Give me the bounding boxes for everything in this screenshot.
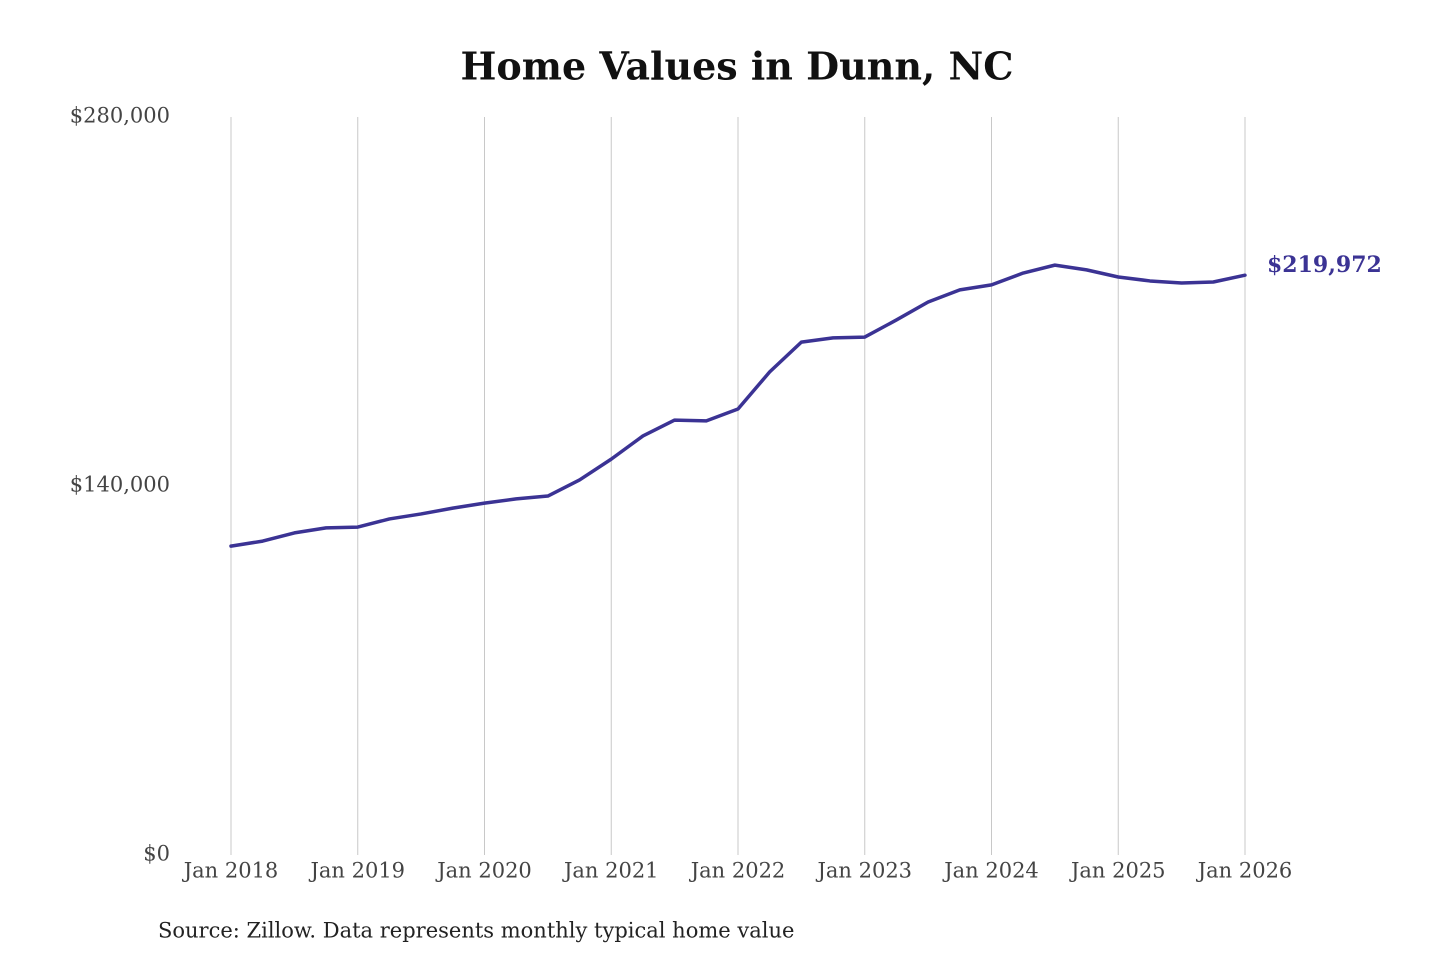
source-note: Source: Zillow. Data represents monthly … [158, 919, 794, 943]
x-tick-label: Jan 2021 [562, 859, 659, 883]
end-value-label: $219,972 [1267, 252, 1382, 278]
chart-title: Home Values in Dunn, NC [461, 44, 1014, 89]
line [229, 263, 1247, 548]
y-tick-label: $280,000 [70, 104, 170, 128]
x-tick-label: Jan 2018 [182, 859, 279, 883]
x-tick-label: Jan 2023 [815, 859, 912, 883]
y-tick-label: $140,000 [70, 473, 170, 497]
x-tick-label: Jan 2019 [308, 859, 405, 883]
x-tick-label: Jan 2025 [1069, 859, 1166, 883]
x-tick-label: Jan 2022 [689, 859, 786, 883]
x-tick-label: Jan 2026 [1196, 859, 1293, 883]
x-tick-label: Jan 2024 [942, 859, 1039, 883]
x-tick-label: Jan 2020 [435, 859, 532, 883]
y-tick-label: $0 [143, 842, 170, 866]
